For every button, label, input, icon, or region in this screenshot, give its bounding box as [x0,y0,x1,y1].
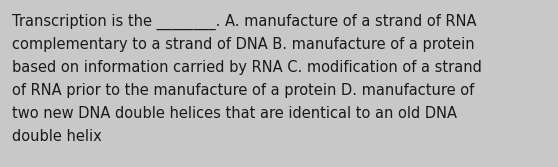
Text: Transcription is the ________. A. manufacture of a strand of RNA: Transcription is the ________. A. manufa… [12,14,477,30]
Text: two new DNA double helices that are identical to an old DNA: two new DNA double helices that are iden… [12,106,457,121]
Text: double helix: double helix [12,129,102,144]
Text: complementary to a strand of DNA B. manufacture of a protein: complementary to a strand of DNA B. manu… [12,37,475,52]
Text: based on information carried by RNA C. modification of a strand: based on information carried by RNA C. m… [12,60,482,75]
Text: of RNA prior to the manufacture of a protein D. manufacture of: of RNA prior to the manufacture of a pro… [12,83,474,98]
